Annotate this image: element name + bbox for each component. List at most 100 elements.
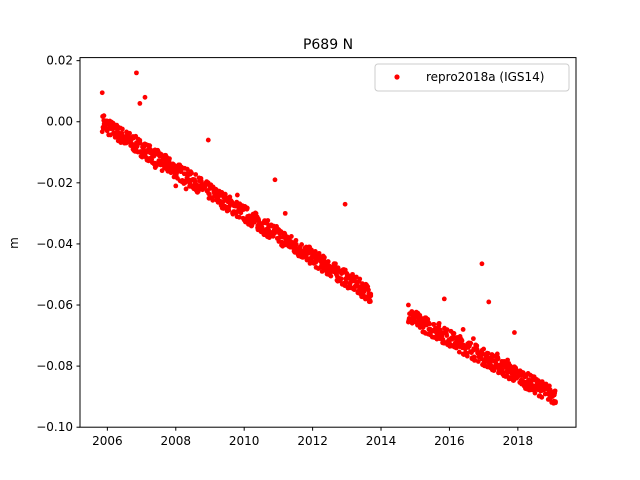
data-point (167, 156, 172, 162)
data-point (474, 343, 480, 349)
data-point (244, 205, 250, 211)
data-point (288, 234, 294, 239)
x-tick-label: 2012 (297, 434, 328, 448)
chart-title: P689 N (303, 37, 353, 53)
data-point (249, 223, 255, 228)
x-axis: 2006 2008 2010 2012 2014 2016 2018 (92, 427, 533, 448)
y-axis-label: m (7, 237, 21, 249)
data-point (238, 210, 244, 216)
data-point (441, 296, 447, 302)
data-point (206, 191, 212, 197)
y-tick-label: 0.00 (46, 115, 73, 129)
x-tick-label: 2018 (503, 434, 534, 448)
data-point (444, 333, 450, 338)
data-point (101, 113, 107, 119)
data-point (183, 186, 189, 192)
data-point (303, 253, 309, 259)
data-point (193, 172, 199, 177)
legend-marker (394, 74, 400, 80)
data-point (147, 143, 153, 149)
data-point (464, 353, 470, 359)
data-point (539, 388, 545, 393)
data-point (459, 338, 465, 344)
data-point (137, 101, 143, 106)
x-tick-label: 2014 (366, 434, 397, 448)
data-point (338, 276, 344, 282)
data-point (111, 125, 117, 131)
data-point (142, 94, 148, 100)
data-point (272, 177, 278, 183)
data-point (479, 261, 485, 267)
data-point (426, 320, 432, 326)
data-point (293, 244, 298, 250)
data-point (456, 349, 462, 355)
data-point (166, 168, 172, 174)
data-point (222, 191, 228, 197)
data-point (122, 140, 127, 146)
data-point (479, 356, 485, 362)
data-point (546, 383, 552, 389)
data-point (553, 400, 558, 406)
y-tick-label: −0.02 (36, 176, 73, 190)
data-point (512, 330, 517, 335)
data-point (245, 214, 251, 219)
data-point (437, 327, 443, 333)
data-point (468, 340, 474, 346)
data-point (173, 183, 179, 189)
legend-box (374, 63, 570, 92)
data-point (255, 223, 261, 229)
data-point (359, 287, 365, 293)
y-axis: 0.02 0.00 −0.02 −0.04 −0.06 −0.08 −0.10 (36, 54, 80, 434)
data-point (529, 382, 534, 387)
data-point (224, 204, 230, 210)
data-point (210, 197, 216, 203)
data-point (342, 201, 348, 207)
data-point (313, 256, 319, 262)
data-point (416, 314, 422, 320)
y-tick-label: −0.04 (36, 237, 73, 251)
data-point (220, 199, 226, 205)
data-point (299, 242, 305, 247)
data-point (431, 321, 437, 327)
data-point (214, 195, 220, 201)
data-point (130, 146, 136, 152)
data-point (265, 218, 271, 223)
data-point (323, 259, 329, 265)
data-point (189, 170, 194, 176)
data-point (184, 166, 190, 172)
data-point (99, 90, 105, 96)
data-point (334, 272, 339, 277)
data-point (159, 168, 165, 174)
data-point (495, 356, 501, 362)
data-point (539, 394, 545, 400)
legend-label: repro2018a (IGS14) (426, 70, 544, 84)
y-tick-label: 0.02 (46, 54, 73, 68)
data-point (532, 390, 538, 396)
data-point (193, 186, 199, 192)
data-point (450, 336, 456, 342)
data-point (333, 261, 338, 267)
data-point (236, 214, 242, 220)
data-point (234, 192, 240, 198)
data-point (293, 237, 299, 243)
data-point (470, 336, 476, 342)
data-point (436, 320, 442, 326)
data-point (205, 137, 211, 143)
data-point (328, 273, 334, 279)
data-point (357, 276, 363, 282)
data-point (549, 394, 555, 400)
data-point (366, 287, 371, 293)
data-point (265, 229, 271, 235)
data-point (505, 357, 510, 363)
x-tick-label: 2010 (229, 434, 260, 448)
data-point (494, 351, 500, 357)
data-point (368, 293, 374, 299)
data-point (134, 70, 139, 76)
data-point (227, 194, 233, 200)
x-tick-label: 2016 (434, 434, 465, 448)
data-point (481, 346, 487, 352)
data-point (485, 351, 491, 356)
x-tick-label: 2006 (92, 434, 123, 448)
data-point (127, 130, 132, 136)
legend: repro2018a (IGS14) (374, 63, 570, 92)
